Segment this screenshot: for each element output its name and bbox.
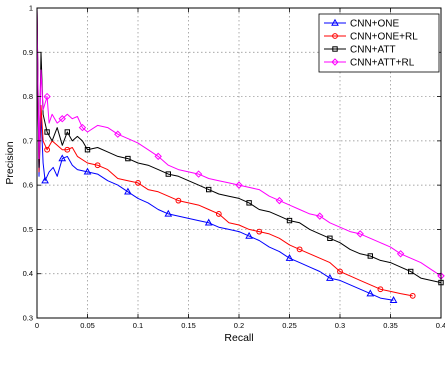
legend-label: CNN+ONE+RL <box>350 32 418 43</box>
data-point-cnn-one <box>41 176 49 184</box>
data-point-cnn-att-rl <box>58 115 66 123</box>
legend-item-cnn-att: CNN+ATT <box>324 45 396 56</box>
y-tick-label: 0.6 <box>23 181 33 190</box>
data-point-cnn-one <box>326 273 334 281</box>
data-point-cnn-one-rl <box>94 162 101 169</box>
data-point-cnn-one-rl <box>377 286 384 293</box>
legend-swatch-marker <box>332 46 338 52</box>
data-point-cnn-att <box>286 217 293 224</box>
data-point-cnn-att <box>84 147 91 153</box>
data-point-cnn-one <box>58 154 67 162</box>
data-point-cnn-one-rl <box>175 197 182 204</box>
y-tick-label: 0.3 <box>23 314 33 323</box>
legend-swatch-marker <box>332 33 338 39</box>
legend-swatch-marker <box>331 18 339 26</box>
data-point-cnn-one-rl <box>44 146 50 153</box>
x-tick-label: 0.35 <box>383 321 398 330</box>
data-point-cnn-att <box>165 171 172 177</box>
legend: CNN+ONE CNN+ONE+RL CNN+ATT CNN+ATT+RL <box>318 13 440 73</box>
x-tick-label: 0 <box>35 321 39 330</box>
series-cnn-one-rl <box>36 7 416 299</box>
data-point-cnn-one-rl <box>64 146 71 153</box>
y-axis-label: Precision <box>4 141 16 184</box>
data-point-cnn-one <box>366 289 375 297</box>
data-point-cnn-att <box>367 253 374 259</box>
series-cnn-att-rl <box>36 7 445 280</box>
x-tick-label: 0.2 <box>234 321 244 330</box>
data-point-cnn-att <box>125 155 131 162</box>
y-tick-label: 0.7 <box>23 136 33 145</box>
data-point-cnn-att-rl <box>154 152 162 161</box>
y-tick-label: 1 <box>29 4 33 13</box>
data-point-cnn-one-rl <box>296 246 303 253</box>
data-point-cnn-one-rl <box>135 180 141 186</box>
y-tick-label: 0.8 <box>23 92 33 101</box>
x-axis-label: Recall <box>224 332 253 344</box>
data-point-cnn-att-rl <box>114 130 122 138</box>
data-point-cnn-one <box>124 187 132 195</box>
data-point-cnn-one-rl <box>409 292 416 299</box>
x-tick-label: 0.3 <box>335 321 345 330</box>
series-line-cnn-att-rl <box>36 7 442 277</box>
series-line-cnn-one <box>36 7 394 301</box>
tick-layer: 0 0.05 0.1 0.15 0.2 0.25 0.3 0.35 0.4 0.3 0.4 0.5 0.… <box>23 4 445 331</box>
data-point-cnn-one <box>83 167 92 175</box>
data-point-cnn-att <box>327 235 333 241</box>
data-point-cnn-one <box>285 253 294 261</box>
data-point-cnn-one <box>389 296 398 303</box>
y-tick-label: 0.9 <box>23 48 33 57</box>
data-point-cnn-one-rl <box>337 268 343 275</box>
series-cnn-one <box>36 7 398 303</box>
data-point-cnn-one-rl <box>256 228 263 235</box>
data-point-cnn-att-rl <box>235 181 243 189</box>
legend-label: CNN+ONE <box>350 19 400 30</box>
data-point-cnn-att-rl <box>43 92 51 101</box>
data-point-cnn-one <box>204 218 213 226</box>
data-point-cnn-att-rl <box>275 196 284 205</box>
data-point-cnn-att-rl <box>194 170 203 178</box>
data-point-cnn-att <box>206 186 212 193</box>
x-tick-label: 0.05 <box>80 321 95 330</box>
data-point-cnn-att <box>44 129 50 135</box>
x-tick-label: 0.15 <box>181 321 196 330</box>
y-tick-label: 0.4 <box>23 269 33 278</box>
legend-swatch-marker <box>331 58 339 66</box>
x-tick-label: 0.1 <box>133 321 143 330</box>
legend-label: CNN+ATT+RL <box>350 58 415 69</box>
data-point-cnn-att-rl <box>78 123 87 132</box>
data-point-cnn-att-rl <box>356 230 364 238</box>
legend-label: CNN+ATT <box>350 45 396 56</box>
data-point-cnn-att <box>408 268 414 275</box>
data-point-cnn-one <box>245 231 253 239</box>
y-tick-label: 0.5 <box>23 225 33 234</box>
series-layer <box>36 7 445 303</box>
x-tick-label: 0.4 <box>436 321 445 330</box>
data-point-cnn-att-rl <box>316 212 324 220</box>
data-point-cnn-att <box>64 129 70 135</box>
legend-item-cnn-one: CNN+ONE <box>324 19 400 30</box>
data-point-cnn-one-rl <box>215 211 222 217</box>
x-tick-label: 0.25 <box>282 321 297 330</box>
legend-item-cnn-att-rl: CNN+ATT+RL <box>324 58 415 69</box>
data-point-cnn-att-rl <box>396 250 405 258</box>
data-point-cnn-att <box>246 200 252 206</box>
legend-item-cnn-one-rl: CNN+ONE+RL <box>324 32 418 43</box>
data-point-cnn-one <box>164 209 173 217</box>
